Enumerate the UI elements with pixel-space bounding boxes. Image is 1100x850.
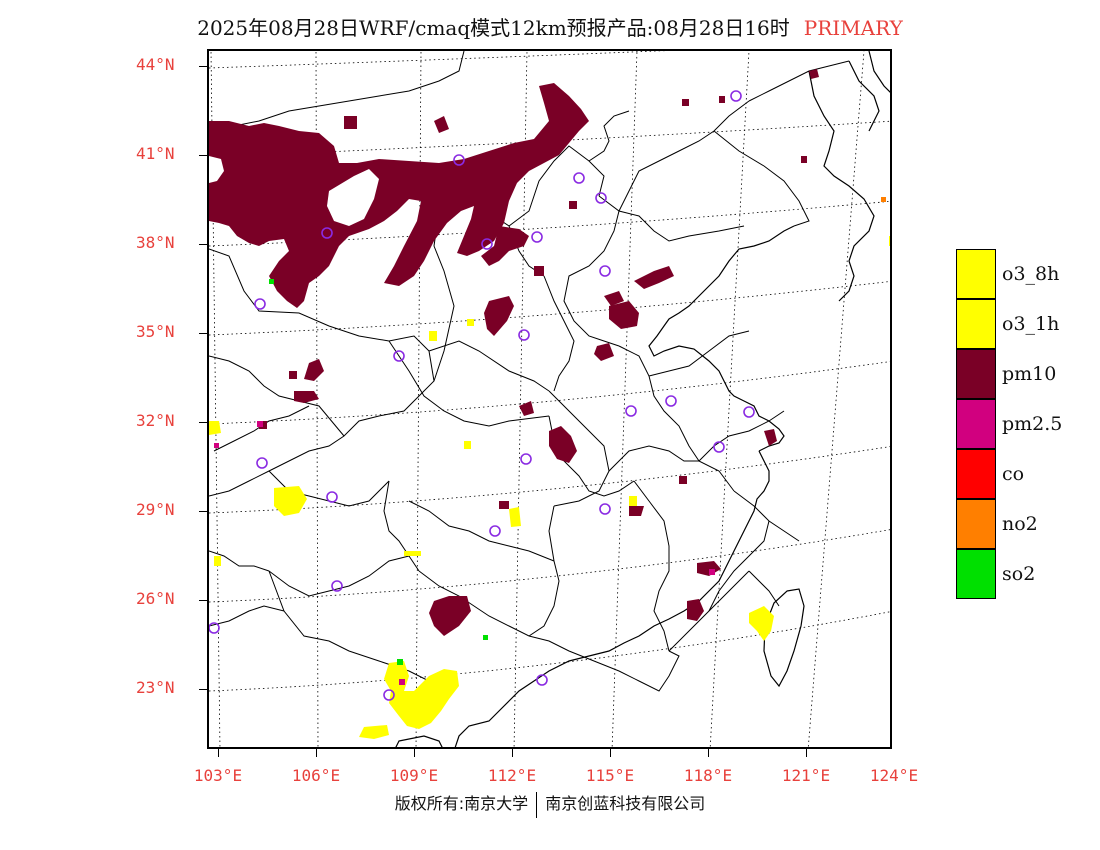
lat-label-38: 38°N — [136, 233, 175, 252]
lon-tick — [414, 749, 415, 757]
title-pollutant: PRIMARY — [803, 16, 903, 40]
legend-label: o3_8h — [1002, 263, 1060, 285]
lon-label-115: 115°E — [585, 766, 635, 785]
legend-label: o3_1h — [1002, 313, 1060, 335]
graticule-lon — [210, 51, 865, 747]
legend-label: no2 — [1002, 513, 1038, 535]
lat-tick — [199, 689, 207, 690]
lat-tick — [199, 333, 207, 334]
legend-swatch — [956, 449, 996, 499]
legend-swatch — [956, 499, 996, 549]
legend-swatch — [956, 299, 996, 349]
title-text: 2025年08月28日WRF/cmaq模式12km预报产品:08月28日16时 — [197, 16, 790, 40]
pm25-regions — [214, 421, 715, 685]
hainan-outline — [395, 735, 443, 747]
map-canvas — [209, 51, 890, 747]
copyright-footer: 版权所有:南京大学 南京创蓝科技有限公司 — [0, 790, 1100, 818]
o3-regions — [209, 236, 890, 739]
lat-label-44: 44°N — [136, 55, 175, 74]
legend-swatch — [956, 399, 996, 449]
legend-label: co — [1002, 463, 1025, 485]
legend-swatch — [956, 349, 996, 399]
footer-right: 南京创蓝科技有限公司 — [545, 794, 706, 813]
lat-tick — [199, 244, 207, 245]
lon-label-112: 112°E — [487, 766, 537, 785]
graticule-lat — [209, 51, 890, 692]
legend-label: so2 — [1002, 563, 1036, 585]
lon-tick — [806, 749, 807, 757]
lat-label-23: 23°N — [136, 678, 175, 697]
lat-tick — [199, 600, 207, 601]
lat-label-32: 32°N — [136, 411, 175, 430]
lon-label-109: 109°E — [389, 766, 439, 785]
legend-swatch — [956, 249, 996, 299]
legend-label: pm2.5 — [1002, 413, 1063, 435]
province-boundaries — [209, 51, 850, 702]
lon-tick — [512, 749, 513, 757]
forecast-map[interactable] — [207, 49, 892, 749]
lat-label-41: 41°N — [136, 144, 175, 163]
lat-tick — [199, 155, 207, 156]
map-title: 2025年08月28日WRF/cmaq模式12km预报产品:08月28日16时 P… — [0, 12, 1100, 41]
lon-label-124: 124°E — [869, 766, 919, 785]
lon-label-118: 118°E — [683, 766, 733, 785]
lon-tick — [218, 749, 219, 757]
monitoring-stations — [209, 90, 755, 701]
lon-tick — [610, 749, 611, 757]
lon-label-106: 106°E — [291, 766, 341, 785]
coastline — [454, 51, 890, 747]
footer-left: 版权所有:南京大学 — [394, 794, 529, 813]
lat-tick — [199, 511, 207, 512]
legend-label: pm10 — [1002, 363, 1057, 385]
pm10-regions — [209, 69, 819, 636]
lon-tick — [708, 749, 709, 757]
legend-swatch — [956, 549, 996, 599]
lat-label-35: 35°N — [136, 322, 175, 341]
lat-label-26: 26°N — [136, 589, 175, 608]
lon-tick — [316, 749, 317, 757]
footer-separator — [536, 791, 538, 818]
so2-regions — [269, 279, 488, 665]
lat-tick — [199, 422, 207, 423]
lon-label-103: 103°E — [193, 766, 243, 785]
lat-tick — [199, 66, 207, 67]
no2-regions — [881, 197, 886, 202]
lon-label-121: 121°E — [781, 766, 831, 785]
taiwan-outline — [763, 588, 805, 688]
lat-label-29: 29°N — [136, 500, 175, 519]
